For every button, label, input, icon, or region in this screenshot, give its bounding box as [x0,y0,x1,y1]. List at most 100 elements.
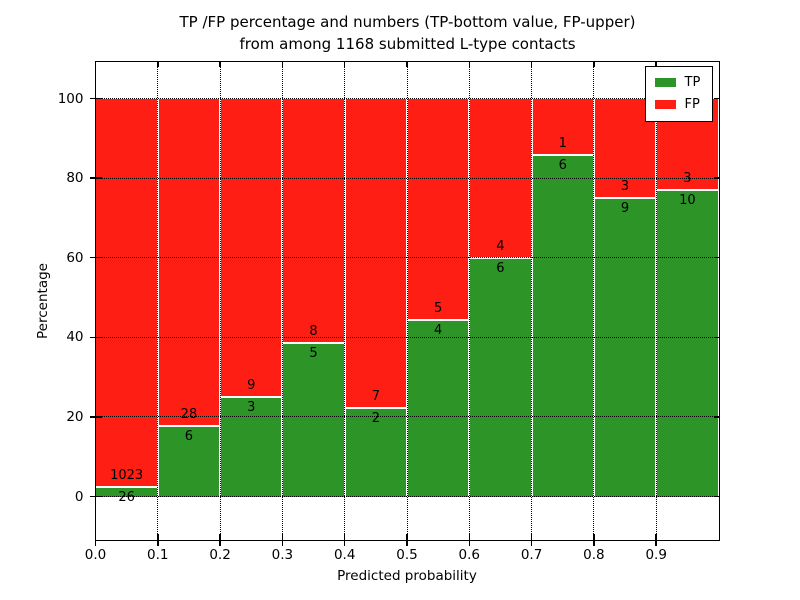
v-gridline [655,61,657,540]
x-tick-top [655,61,657,67]
tp-count-label: 2 [371,411,380,427]
x-tick-label: 0.4 [333,546,356,563]
chart-title-line-2: from among 1168 submitted L-type contact… [239,35,576,53]
y-tick-right [713,97,719,100]
v-gridline [281,61,283,540]
x-tick-bottom [281,533,284,546]
bar-boundary-edge [220,396,283,398]
bar-segment-tp [531,155,594,497]
x-tick-bottom [219,533,221,546]
bar-boundary-edge [344,407,407,410]
bar-segment-tp [157,426,221,497]
fp-count-label: 4 [496,238,505,254]
y-tick-left [89,177,102,179]
tp-count-label: 26 [118,489,135,505]
y-tick-left [89,97,102,100]
x-tick-bottom [530,533,533,546]
v-gridline [406,61,408,540]
v-gridline [468,61,470,540]
tp-count-label: 4 [434,322,443,338]
bar-segment-fp [95,98,158,487]
fp-count-label: 9 [247,378,256,393]
bar-segment-tp [656,190,719,497]
tp-count-label: 9 [620,201,630,216]
v-gridline [219,61,221,540]
bar-segment-tp [344,408,407,497]
fp-color-swatch [654,100,676,109]
legend-label-fp: FP [684,96,700,112]
tp-count-label: 6 [184,429,194,445]
bar-segment-tp [469,257,532,497]
tp-count-label: 6 [558,158,567,174]
bar-boundary-edge [282,342,345,345]
x-tick-label: 0.9 [645,546,667,563]
tp-count-label: 10 [679,193,696,209]
y-tick-left [89,416,102,418]
y-tick-right [713,256,719,259]
v-gridline [593,61,595,540]
x-tick-label: 0.2 [209,546,231,563]
bar-boundary-edge [407,318,470,321]
bar-boundary-edge [656,189,719,192]
v-gridline [157,61,159,540]
bar-segment-tp [593,198,657,497]
y-tick-label: 20 [66,408,84,425]
bar-segment-fp [407,98,470,320]
bar-segment-tp [407,319,470,497]
fp-count-label: 1 [558,136,567,152]
x-tick-top [157,61,159,67]
x-tick-top [219,61,221,67]
x-tick-bottom [593,533,595,546]
bar-segment-fp [531,98,594,156]
x-tick-bottom [655,533,657,546]
x-tick-label: 0.0 [84,546,107,563]
fp-count-label: 3 [620,179,630,194]
bar-segment-tp [282,343,345,497]
x-tick-bottom [406,533,408,546]
x-tick-bottom [94,533,97,546]
fp-count-label: 5 [434,300,443,316]
fp-count-label: 28 [180,407,198,423]
x-tick-top [406,61,408,67]
tp-color-swatch [654,78,676,87]
y-tick-left [89,256,102,259]
y-tick-label: 60 [66,249,84,266]
x-tick-top [468,61,471,67]
x-tick-label: 0.5 [396,546,418,563]
x-tick-label: 0.1 [147,546,169,563]
y-tick-right [713,177,719,179]
bar-segment-fp [344,98,407,409]
x-tick-label: 0.3 [271,546,294,563]
v-gridline [344,61,346,540]
y-tick-label: 0 [74,488,84,505]
y-axis-label: Percentage [35,263,51,339]
x-tick-top [343,61,346,67]
legend: TP FP [644,65,714,122]
x-tick-label: 0.8 [583,546,605,563]
bar-segment-fp [282,98,345,344]
bar-segment-tp [220,397,283,497]
legend-label-tp: TP [684,74,701,90]
tp-count-label: 3 [247,400,256,415]
x-tick-top [281,61,284,67]
bar-segment-tp [95,486,158,497]
legend-item-tp: TP [654,72,701,94]
x-tick-label: 0.6 [458,546,481,563]
bar-boundary-edge [157,425,221,428]
x-tick-label: 0.7 [520,546,543,563]
x-tick-top [593,61,595,67]
y-tick-label: 40 [66,329,84,346]
plot-area: 1023 26 28 6 9 3 8 5 7 2 5 4 4 6 1 6 3 9 3 10 0 20 40 60 80 100 0… [58,60,720,584]
x-tick-bottom [157,533,159,546]
y-tick-left [89,495,102,498]
bar-boundary-edge [531,154,594,157]
tp-count-label: 6 [496,260,505,276]
y-tick-right [713,416,719,418]
y-tick-right [713,495,719,498]
fp-count-label: 8 [309,324,318,340]
bar-segment-fp [157,98,221,427]
fp-count-label: 3 [683,171,692,187]
v-gridline [531,61,533,540]
legend-item-fp: FP [654,94,701,116]
